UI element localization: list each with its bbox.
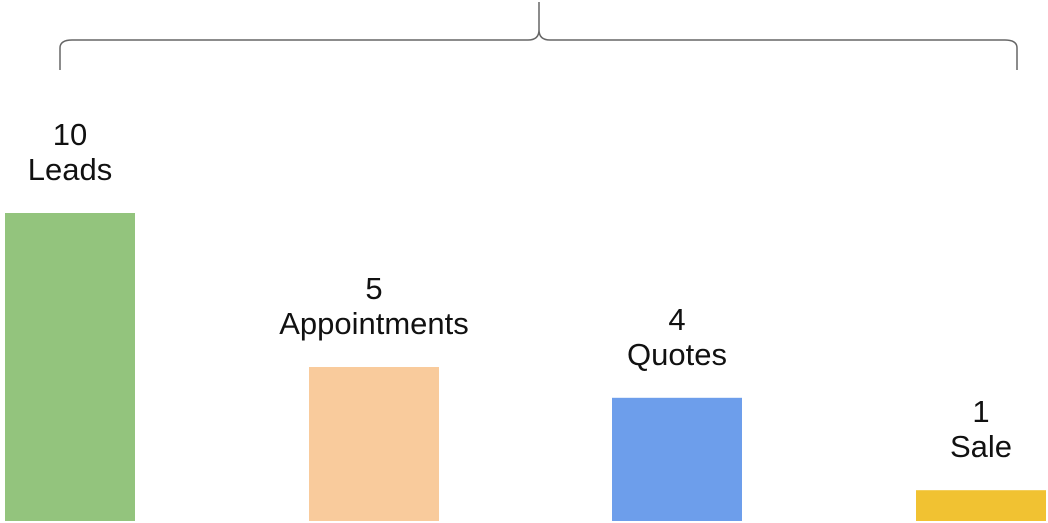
value-label-leads: 10 (53, 117, 87, 152)
value-label-sale: 1 (972, 394, 989, 429)
bar-appointments (309, 367, 439, 521)
value-label-quotes: 4 (668, 302, 685, 337)
bar-sale (916, 490, 1046, 521)
category-label-sale: Sale (950, 429, 1012, 464)
bar-quotes (612, 397, 742, 521)
grouping-brace (59, 2, 1018, 70)
category-label-appointments: Appointments (279, 306, 469, 341)
bar-leads (5, 213, 135, 521)
category-label-leads: Leads (28, 152, 112, 187)
value-label-appointments: 5 (365, 271, 382, 306)
category-label-quotes: Quotes (627, 337, 727, 372)
